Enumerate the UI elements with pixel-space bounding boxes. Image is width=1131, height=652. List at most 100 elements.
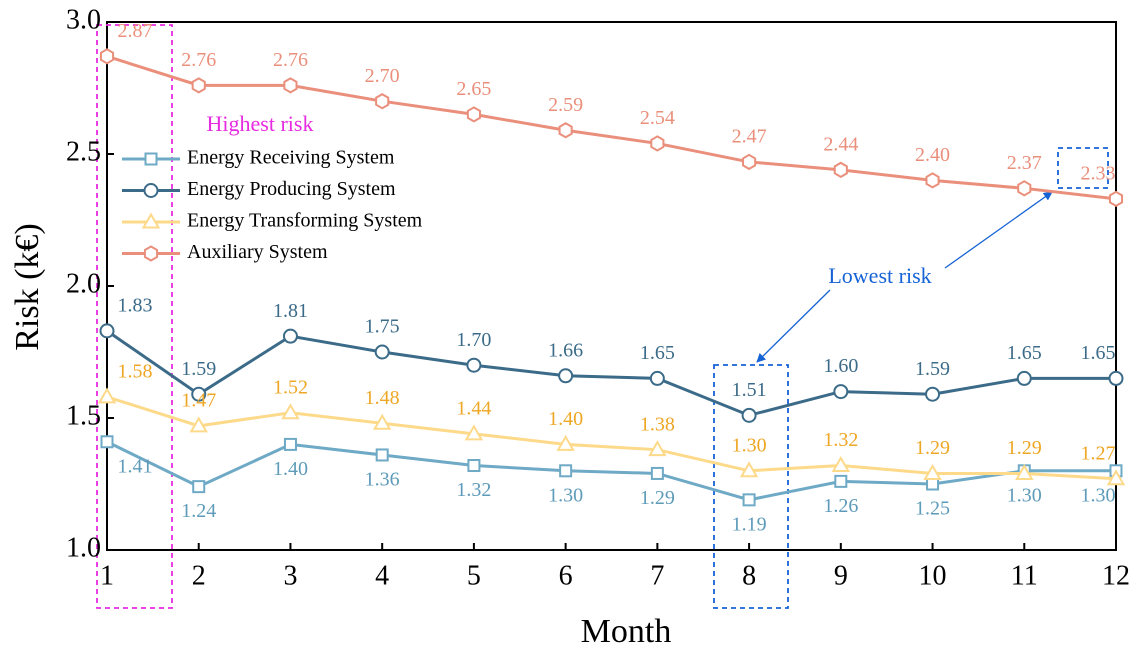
data-point (99, 48, 115, 65)
series-line (106, 329, 1116, 417)
arrow (944, 191, 1053, 269)
data-point (372, 413, 392, 430)
data-label: 2.65 (456, 78, 491, 100)
data-point (1106, 469, 1126, 486)
data-label: 1.19 (732, 513, 767, 535)
data-label: 1.30 (732, 434, 767, 456)
x-tick-label: 2 (192, 560, 206, 591)
legend-marker (143, 183, 159, 198)
data-label: 1.75 (365, 316, 400, 338)
data-point (559, 464, 573, 478)
data-point (282, 328, 298, 344)
arrow (756, 289, 831, 363)
data-point (649, 370, 665, 386)
data-label: 1.47 (181, 390, 216, 412)
data-label: 1.70 (456, 329, 491, 351)
data-label: 1.29 (1007, 437, 1042, 459)
data-label: 2.70 (365, 65, 400, 87)
data-point (741, 407, 757, 423)
data-label: 1.58 (118, 360, 153, 382)
data-point (923, 463, 942, 480)
data-point (466, 357, 482, 373)
data-label: 1.29 (640, 487, 675, 509)
highlight-box (713, 364, 789, 609)
data-point (925, 386, 941, 402)
data-label: 1.32 (456, 479, 491, 501)
data-point (739, 461, 759, 478)
data-point (191, 386, 207, 402)
data-label: 1.27 (1081, 442, 1116, 464)
data-point (374, 344, 390, 360)
x-tick-label: 3 (283, 560, 297, 591)
data-point (467, 459, 481, 473)
data-label: 2.33 (1081, 162, 1116, 184)
legend-marker (141, 212, 161, 229)
data-label: 1.32 (823, 429, 858, 451)
x-tick-label: 11 (1011, 560, 1038, 591)
x-tick-label: 5 (467, 560, 481, 591)
x-tick-label: 4 (375, 560, 389, 591)
data-label: 1.48 (365, 387, 400, 409)
data-label: 1.81 (273, 300, 308, 322)
data-point (558, 122, 573, 139)
data-label: 1.30 (1007, 484, 1042, 506)
x-axis-label: Month (581, 613, 672, 650)
y-tick-label: 3.0 (66, 4, 101, 35)
y-axis-label: Risk (k€) (9, 223, 46, 351)
series-line (106, 395, 1117, 481)
data-label: 2.59 (548, 94, 583, 116)
data-label: 1.24 (181, 500, 216, 522)
data-label: 1.60 (823, 355, 858, 377)
data-label: 1.59 (181, 358, 216, 380)
data-point (281, 403, 300, 420)
data-point (192, 480, 206, 494)
data-label: 2.76 (273, 49, 308, 71)
data-point (926, 477, 940, 491)
data-point (648, 440, 667, 457)
data-label: 1.30 (1081, 484, 1116, 506)
data-point (1015, 463, 1034, 480)
annotation: Lowest risk (828, 263, 931, 288)
data-label: 2.37 (1007, 152, 1042, 174)
legend-label: Energy Producing System (187, 178, 396, 200)
data-label: 2.87 (118, 20, 153, 42)
data-label: 1.40 (273, 458, 308, 480)
data-label: 2.54 (640, 107, 675, 129)
data-label: 1.29 (915, 437, 950, 459)
data-label: 1.52 (273, 376, 308, 398)
x-tick-label: 1 (100, 560, 114, 591)
data-point (1108, 370, 1124, 386)
data-point (189, 416, 208, 433)
y-tick-label: 2.0 (66, 268, 101, 299)
data-point (97, 387, 117, 404)
x-tick-label: 7 (650, 560, 664, 591)
data-point (1017, 180, 1032, 197)
data-label: 2.40 (915, 144, 950, 166)
data-label: 1.51 (732, 379, 767, 401)
data-point (558, 368, 574, 384)
annotation: Highest risk (207, 111, 314, 136)
x-tick-label: 6 (559, 560, 573, 591)
y-tick-label: 2.5 (66, 136, 101, 167)
x-tick-label: 12 (1102, 560, 1130, 591)
data-label: 1.65 (640, 342, 675, 364)
legend-label: Energy Receiving System (187, 147, 395, 169)
data-label: 1.65 (1081, 342, 1116, 364)
data-point (833, 161, 848, 178)
data-point (650, 466, 664, 480)
data-label: 2.76 (181, 49, 216, 71)
data-point (556, 434, 575, 451)
data-point (375, 93, 390, 110)
data-point (283, 437, 297, 451)
data-point (191, 77, 206, 94)
y-tick-label: 1.0 (66, 532, 101, 563)
data-label: 1.83 (118, 294, 153, 316)
data-point (464, 424, 484, 441)
data-point (375, 448, 389, 462)
data-label: 1.38 (640, 413, 675, 435)
data-point (742, 153, 757, 171)
legend-label: Auxiliary System (187, 241, 328, 263)
data-point (466, 106, 481, 123)
data-point (925, 172, 940, 189)
